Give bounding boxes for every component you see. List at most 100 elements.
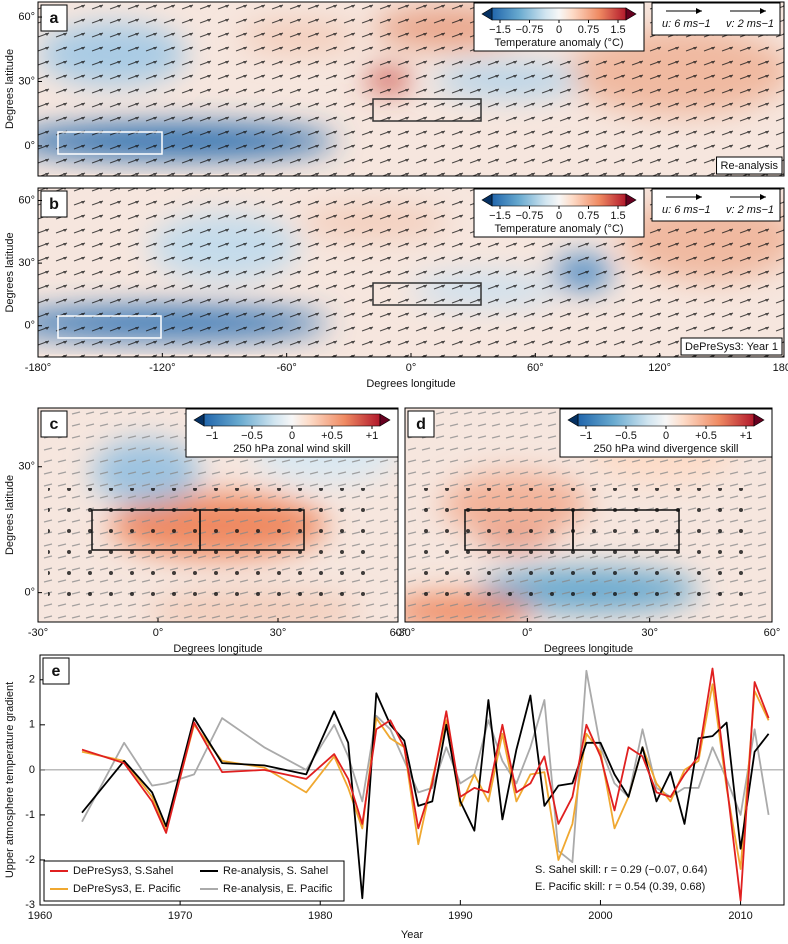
x-tick-label: -30° (28, 627, 48, 639)
colorbar-tick-label: −0.5 (241, 430, 263, 442)
panel-label: a (50, 10, 59, 27)
colorbar-end (567, 413, 579, 427)
x-tick-label: 60° (764, 627, 781, 639)
x-tick-label: 30° (641, 627, 658, 639)
y-axis-label: Upper atmosphere temperature gradient (4, 682, 16, 878)
colorbar-end (379, 413, 391, 427)
series-line (81, 667, 770, 902)
wind-key-head (760, 8, 766, 14)
colorbar-tick-label: 1.5 (610, 210, 625, 222)
colorbar-title: 250 hPa wind divergence skill (594, 443, 739, 455)
colorbar-end (481, 7, 493, 21)
colorbar-tick-label: −1.5 (489, 24, 511, 36)
colorbar (491, 7, 627, 21)
colorbar-tick-label: −0.5 (615, 430, 637, 442)
wind-key-label: u: 6 ms−1 (662, 18, 711, 30)
x-tick-label: 0° (153, 627, 164, 639)
skill-annotation: E. Pacific skill: r = 0.54 (0.39, 0.68) (535, 881, 705, 893)
series-line (81, 669, 770, 864)
skill-annotation: S. Sahel skill: r = 0.29 (−0.07, 0.64) (535, 864, 707, 876)
plot-border (37, 407, 399, 623)
colorbar-end (481, 193, 493, 207)
panel-label-box (40, 190, 68, 218)
y-tick-label: -3 (25, 899, 35, 911)
y-tick-label: 30° (18, 75, 35, 87)
colorbar-end (753, 413, 765, 427)
region-box (57, 315, 162, 339)
panel-label-box (42, 657, 70, 685)
colorbar-title: Temperature anomaly (°C) (494, 37, 623, 49)
wind-key-label: u: 6 ms−1 (662, 204, 711, 216)
colorbar (203, 413, 381, 427)
panel-label: d (416, 416, 426, 433)
colorbar-tick-label: +1 (740, 430, 753, 442)
y-axis-label: Degrees latitude (4, 475, 16, 555)
wind-key-label: v: 2 ms−1 (726, 18, 774, 30)
colorbar-tick-label: −1.5 (489, 210, 511, 222)
wind-key-label: v: 2 ms−1 (726, 204, 774, 216)
legend-label: DePreSys3, E. Pacific (73, 883, 181, 895)
y-tick-label: 0° (24, 320, 35, 332)
x-axis-label: Degrees longitude (544, 643, 633, 655)
y-axis-label: Degrees latitude (4, 232, 16, 312)
y-tick-label: 0 (29, 764, 35, 776)
colorbar-tick-label: −0.75 (516, 210, 544, 222)
colorbar-tick-label: 0 (663, 430, 669, 442)
x-tick-label: -180° (25, 362, 51, 374)
wind-key-box (651, 188, 781, 222)
x-axis-label: Degrees longitude (173, 643, 262, 655)
wind-key-head (696, 8, 702, 14)
colorbar-end (625, 193, 637, 207)
colorbar-tick-label: 0.75 (578, 24, 599, 36)
colorbar-title: Temperature anomaly (°C) (494, 223, 623, 235)
y-tick-label: 1 (29, 719, 35, 731)
x-tick-label: 120° (648, 362, 671, 374)
annotation-box (680, 337, 783, 356)
x-tick-label: -30° (395, 627, 415, 639)
y-tick-label: -2 (25, 854, 35, 866)
wind-key-head (696, 194, 702, 200)
colorbar-tick-label: +0.5 (321, 430, 343, 442)
y-tick-label: -1 (25, 809, 35, 821)
annotation: DePreSys3: Year 1 (685, 341, 778, 353)
y-axis-label: Degrees latitude (4, 49, 16, 129)
x-tick-label: 1970 (168, 910, 192, 922)
x-tick-label: -60° (277, 362, 297, 374)
legend-label: Re-analysis, E. Pacific (223, 883, 333, 895)
x-tick-label: 2010 (728, 910, 752, 922)
x-tick-label: -120° (149, 362, 175, 374)
colorbar (577, 413, 755, 427)
legend-label: Re-analysis, S. Sahel (223, 865, 328, 877)
x-tick-label: 180° (773, 362, 788, 374)
colorbar-tick-label: 1.5 (610, 24, 625, 36)
colorbar-tick-label: +0.5 (695, 430, 717, 442)
y-tick-label: 0° (24, 587, 35, 599)
colorbar-end (625, 7, 637, 21)
x-tick-label: 60° (390, 627, 407, 639)
x-tick-label: 0° (406, 362, 417, 374)
y-tick-label: 60° (18, 11, 35, 23)
x-axis-label: Year (401, 929, 424, 941)
colorbar-tick-label: −1 (580, 430, 593, 442)
y-tick-label: 60° (18, 194, 35, 206)
plot-border (37, 1, 785, 177)
x-tick-label: 1980 (308, 910, 332, 922)
colorbar-tick-label: −1 (206, 430, 219, 442)
x-tick-label: 1960 (28, 910, 52, 922)
x-tick-label: 1990 (448, 910, 472, 922)
panel-label-box (407, 410, 435, 438)
wind-key-box (651, 2, 781, 36)
region-box (372, 98, 482, 122)
y-tick-label: 2 (29, 674, 35, 686)
panel-label: b (49, 196, 59, 213)
legend-label: DePreSys3, S.Sahel (73, 865, 173, 877)
region-box (199, 509, 305, 551)
y-tick-label: 0° (24, 140, 35, 152)
colorbar-end (193, 413, 205, 427)
colorbar-tick-label: 0 (556, 24, 562, 36)
annotation-box (716, 156, 783, 175)
x-tick-label: 30° (270, 627, 287, 639)
x-tick-label: 0° (522, 627, 533, 639)
region-box (372, 282, 482, 306)
